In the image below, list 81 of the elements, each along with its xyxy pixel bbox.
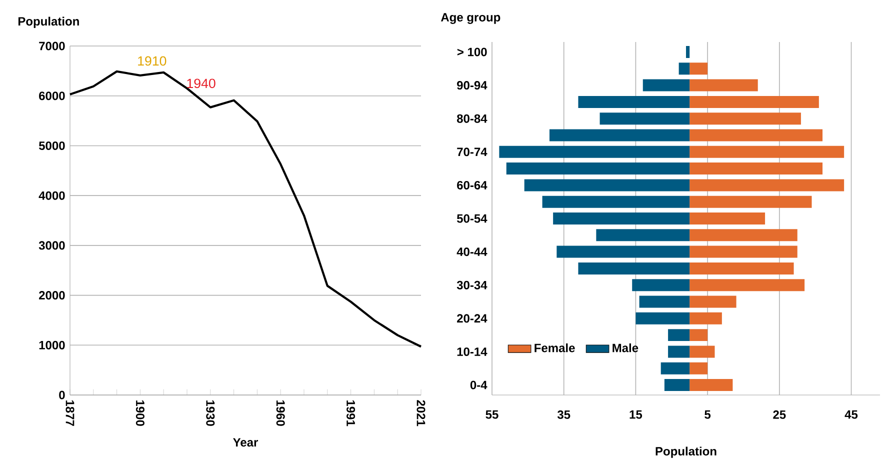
bar — [556, 246, 690, 258]
y-tick-label: 80-84 — [456, 114, 488, 123]
x-tick-label: 45 — [844, 410, 858, 419]
x-tick-label: 25 — [773, 410, 786, 419]
bar — [506, 162, 690, 175]
bar — [642, 79, 690, 92]
bar — [690, 112, 801, 125]
x-tick-label: 1930 — [206, 400, 215, 426]
y-tick-label: > 100 — [457, 48, 487, 56]
bar — [690, 312, 722, 324]
bar — [636, 312, 690, 324]
bar — [549, 129, 690, 142]
bar — [690, 162, 823, 175]
bar — [690, 212, 766, 224]
bar — [660, 362, 690, 374]
y-tick-label: 90-94 — [457, 81, 488, 90]
y-tick-label: 1000 — [39, 340, 65, 350]
bar — [664, 379, 690, 392]
bar — [668, 329, 690, 342]
legend-label: Female — [534, 343, 575, 352]
y-axis-title: Age group — [440, 13, 500, 24]
bar — [690, 296, 736, 308]
x-axis-title: Year — [233, 438, 258, 447]
x-tick-label: 1900 — [136, 400, 144, 426]
y-tick-label: 3000 — [38, 241, 65, 250]
line-series — [68, 70, 422, 348]
y-tick-label: 6000 — [39, 92, 65, 100]
y-tick-label: 0 — [59, 390, 65, 400]
y-tick-label: 7000 — [39, 42, 65, 50]
bar — [524, 179, 690, 192]
y-tick-label: 40-44 — [456, 248, 488, 256]
x-tick-label: 1991 — [346, 400, 356, 426]
bar — [639, 296, 690, 308]
bar — [690, 279, 805, 292]
bar — [632, 279, 690, 292]
bar — [578, 96, 690, 108]
bar — [690, 146, 844, 158]
y-tick-label: 20-24 — [457, 314, 488, 323]
bar — [668, 346, 690, 358]
bar — [542, 196, 690, 208]
y-tick-label: 30-34 — [456, 280, 488, 290]
bar — [690, 96, 819, 108]
bar — [600, 112, 690, 125]
x-tick-label: 2021 — [416, 400, 426, 426]
bar — [690, 329, 708, 342]
bar — [553, 212, 690, 224]
bar — [690, 196, 812, 208]
bar — [690, 362, 708, 374]
bar — [678, 62, 690, 75]
y-tick-label: 70-74 — [457, 148, 488, 156]
y-tick-label: 60-64 — [457, 180, 488, 190]
x-tick-label: 55 — [486, 410, 498, 419]
bar — [690, 179, 844, 192]
bar — [690, 346, 715, 358]
bar — [596, 229, 690, 242]
y-tick-label: 5000 — [38, 141, 65, 150]
y-tick-label: 4000 — [38, 191, 65, 200]
bar — [690, 62, 708, 75]
bar — [686, 46, 690, 58]
bar — [690, 246, 798, 258]
bar — [578, 262, 690, 274]
bar — [690, 79, 758, 92]
y-tick-label: 10-14 — [457, 347, 488, 356]
annotation: 1910 — [138, 56, 166, 66]
x-tick-label: 5 — [704, 410, 711, 419]
y-tick-label: 2000 — [39, 291, 65, 300]
x-tick-label: 15 — [630, 410, 642, 419]
x-tick-label: 1877 — [66, 400, 74, 426]
bar — [690, 129, 823, 142]
bar — [499, 146, 690, 158]
annotation: 1940 — [187, 78, 216, 88]
legend-label: Male — [612, 343, 638, 352]
x-tick-label: 1960 — [276, 400, 285, 426]
x-axis-title: Population — [656, 446, 716, 458]
x-tick-label: 35 — [557, 410, 570, 419]
bar — [690, 229, 798, 242]
bar — [690, 262, 794, 274]
y-tick-label: 0-4 — [470, 380, 488, 390]
y-axis-title: Population — [18, 16, 79, 28]
bar — [690, 379, 733, 392]
y-tick-label: 50-54 — [456, 214, 488, 223]
